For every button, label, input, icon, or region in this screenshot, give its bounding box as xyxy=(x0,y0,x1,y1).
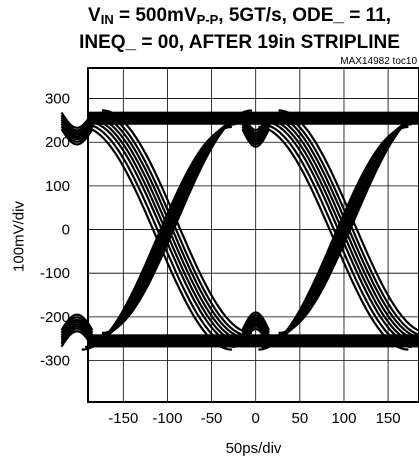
eye-traces xyxy=(60,109,419,351)
falling-edge-trace xyxy=(264,120,415,346)
plot-frame xyxy=(87,67,419,403)
eye-bottom-lobe-trace xyxy=(241,313,270,334)
falling-edge-trace xyxy=(90,118,242,344)
left-bottom-lobe-trace xyxy=(60,321,94,339)
falling-edge-trace xyxy=(258,125,409,351)
falling-edge-trace xyxy=(88,120,239,346)
left-bottom-lobe-trace xyxy=(60,323,94,341)
y-tick-label: 100 xyxy=(45,178,70,195)
chart-title-line-1: VIN = 500mVP-P, 5GT/s, ODE_ = 11, xyxy=(88,5,391,27)
x-tick-label: -50 xyxy=(201,410,223,427)
falling-edge-trace xyxy=(275,111,419,336)
y-tick-label: -300 xyxy=(40,353,70,370)
x-tick-label: 50 xyxy=(291,410,308,427)
chart-title-line-2: INEQ_ = 00, AFTER 19in STRIPLINE xyxy=(79,32,400,53)
x-tick-label: 100 xyxy=(331,410,356,427)
low-rail xyxy=(88,334,419,348)
left-bottom-lobe-trace xyxy=(60,325,94,343)
left-bottom-lobe-trace xyxy=(60,316,94,334)
left-bottom-lobe-trace xyxy=(60,313,94,331)
falling-edge-trace xyxy=(278,109,419,332)
x-tick-label: -100 xyxy=(152,410,182,427)
left-top-lobe-trace xyxy=(60,118,94,136)
left-bottom-lobe-trace xyxy=(60,318,94,336)
eye-top-lobe-trace xyxy=(241,126,270,146)
left-top-lobe-trace xyxy=(60,123,94,141)
falling-edge-trace xyxy=(269,116,419,342)
y-tick-label: 200 xyxy=(45,134,70,151)
figure-id: MAX14982 toc10 xyxy=(340,56,417,67)
left-bottom-lobe-trace xyxy=(60,330,94,348)
y-tick-label: -200 xyxy=(40,309,70,326)
falling-edge-trace xyxy=(81,125,232,351)
x-tick-label: 0 xyxy=(252,410,260,427)
falling-edge-trace xyxy=(98,111,249,337)
falling-edge-trace xyxy=(267,118,418,344)
falling-edge-trace xyxy=(261,123,412,349)
high-rail xyxy=(88,111,419,125)
x-tick-label: -150 xyxy=(108,410,138,427)
left-top-lobe-trace xyxy=(60,121,94,139)
x-axis-label: 50ps/div xyxy=(225,440,282,457)
y-tick-label: 0 xyxy=(62,222,70,239)
left-top-lobe-trace xyxy=(60,111,94,129)
falling-edge-trace xyxy=(101,109,253,335)
falling-edge-trace xyxy=(272,114,419,339)
left-top-lobe-trace xyxy=(60,114,94,132)
y-tick-label: 300 xyxy=(45,91,70,108)
x-tick-label: 150 xyxy=(376,410,401,427)
left-top-lobe-trace xyxy=(60,125,94,143)
left-top-lobe-trace xyxy=(60,128,94,146)
y-tick-label: -100 xyxy=(40,265,70,282)
falling-edge-trace xyxy=(93,116,244,342)
falling-edge-trace xyxy=(84,123,236,349)
eye-top-lobe-trace xyxy=(241,128,270,148)
falling-edge-trace xyxy=(96,114,247,339)
eye-bottom-lobe-trace xyxy=(241,311,270,331)
left-top-lobe-trace xyxy=(60,116,94,134)
left-bottom-lobe-trace xyxy=(60,327,94,345)
